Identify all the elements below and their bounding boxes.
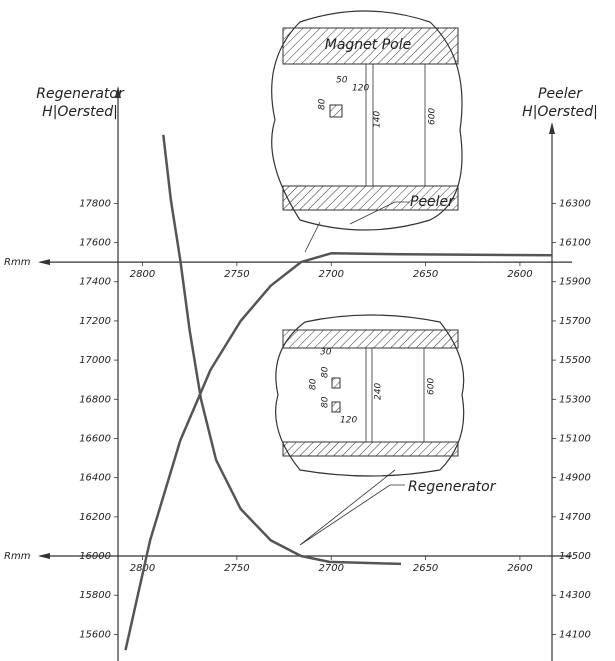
x-axis-label: Rmm [4,257,31,268]
y-axis-label: H|Oersted| [42,104,118,120]
y2-tick-label: 14900 [559,473,591,484]
y2-tick-label: 14300 [559,590,591,601]
y-tick-label: 15800 [79,590,111,601]
peeler-inset: Magnet Pole 50 120 80 140 600 Peeler [271,10,463,253]
dim: 120 [352,84,369,94]
y-axis-label: Regenerator [36,86,125,102]
y-tick-label: 16600 [79,433,111,444]
x-tick-label: 2700 [318,563,343,574]
y2-axis-label: Peeler [538,86,583,102]
x-tick-label: 2700 [318,269,343,280]
dim: 140 [373,111,383,128]
dim: 120 [340,416,357,426]
x-axis-arrow [38,259,50,266]
x-tick-label: 2650 [413,269,438,280]
y-axis-arrow [115,86,121,98]
x-axis-arrow [38,553,50,560]
x-tick-label: 2600 [507,269,532,280]
y2-tick-label: 15300 [559,394,591,405]
callout: Regenerator [408,479,497,495]
dim: 80 [321,366,331,378]
y2-tick-label: 15900 [559,277,591,288]
y2-tick-label: 15100 [559,433,591,444]
x-tick-label: 2650 [413,563,438,574]
dim: 80 [321,396,331,408]
x-tick-label: 2750 [224,269,249,280]
y2-tick-label: 14500 [559,551,591,562]
y2-axis-label: H|Oersted| [522,104,598,120]
dim: 30 [320,348,332,358]
dim: 50 [336,76,348,86]
dim: 600 [427,378,437,395]
series-line [124,252,553,651]
dim: 80 [309,378,319,390]
x-tick-label: 2800 [130,269,155,280]
y2-tick-label: 14100 [559,629,591,640]
y-tick-label: 17400 [79,277,111,288]
inset-title: Magnet Pole [325,37,411,53]
y2-tick-label: 14700 [559,512,591,523]
y2-tick-label: 16100 [559,238,591,249]
y-tick-label: 17800 [79,198,111,209]
y2-tick-label: 16300 [559,198,591,209]
callout: Peeler [410,194,455,210]
x-axis-label: Rmm [4,551,31,562]
y2-tick-label: 15500 [559,355,591,366]
y2-axis-arrow [549,122,555,134]
dim: 240 [374,383,384,400]
y2-tick-label: 15700 [559,316,591,327]
y-tick-label: 16200 [79,512,111,523]
dim: 600 [428,108,438,125]
x-tick-label: 2600 [507,563,532,574]
y-tick-label: 17200 [79,316,111,327]
y-tick-label: 17000 [79,355,111,366]
dim: 80 [318,98,328,110]
x-tick-label: 2750 [224,563,249,574]
regenerator-inset: 30 80 80 80 120 240 600 Regenerator [275,314,497,546]
y-tick-label: 16800 [79,394,111,405]
y-tick-label: 17600 [79,238,111,249]
y-tick-label: 16400 [79,473,111,484]
series-line [162,134,402,566]
y-tick-label: 15600 [79,629,111,640]
